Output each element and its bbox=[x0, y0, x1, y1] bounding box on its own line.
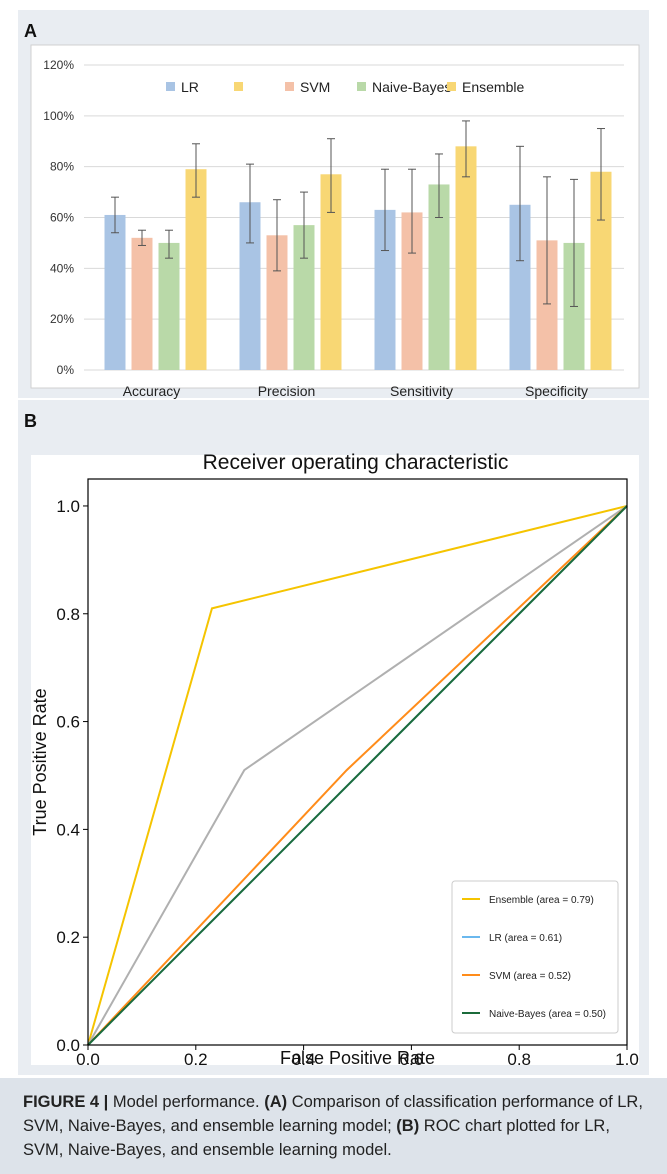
y-tick-label: 0.4 bbox=[56, 820, 80, 839]
bar bbox=[590, 171, 612, 370]
plot-frame bbox=[87, 478, 628, 1046]
y-tick-label: 0.0 bbox=[56, 1036, 80, 1055]
x-category-label: Accuracy bbox=[123, 383, 181, 399]
y-tick-label: 40% bbox=[50, 261, 74, 275]
bar bbox=[374, 209, 396, 370]
y-tick-label: 60% bbox=[50, 211, 74, 225]
x-category-label: Sensitivity bbox=[390, 383, 453, 399]
bar bbox=[293, 225, 315, 370]
bar-chart: A 0% 20% 40% 60% 80% 100% 120% Accuracy Precision… bbox=[18, 10, 649, 399]
x-tick-label: 1.0 bbox=[615, 1050, 639, 1069]
bar bbox=[158, 242, 180, 370]
figure-caption: FIGURE 4 | Model performance. (A) Compar… bbox=[0, 1078, 667, 1174]
legend-label: Naive-Bayes bbox=[372, 79, 451, 95]
panel-a-letter: A bbox=[24, 21, 37, 41]
legend-swatch bbox=[447, 82, 456, 91]
legend-swatch bbox=[166, 82, 175, 91]
bar bbox=[320, 174, 342, 370]
y-tick-label: 80% bbox=[50, 160, 74, 174]
bar bbox=[131, 237, 153, 370]
y-tick-label: 100% bbox=[43, 109, 74, 123]
bar bbox=[428, 184, 450, 370]
y-tick-label: 0.8 bbox=[56, 605, 80, 624]
x-tick-label: 0.0 bbox=[76, 1050, 100, 1069]
panel-b-letter: B bbox=[24, 411, 37, 431]
caption-text: FIGURE 4 | Model performance. (A) Compar… bbox=[23, 1090, 648, 1162]
x-tick-label: 0.4 bbox=[292, 1050, 316, 1069]
bar bbox=[266, 235, 288, 370]
panel-a: A 0% 20% 40% 60% 80% 100% 120% Accuracy Precision… bbox=[0, 0, 667, 400]
legend-box bbox=[451, 880, 619, 1034]
legend-label: SVM (area = 0.52) bbox=[489, 971, 571, 982]
legend-swatch bbox=[285, 82, 294, 91]
legend-label: LR bbox=[181, 79, 199, 95]
bar bbox=[185, 169, 207, 370]
caption-b-tag: (B) bbox=[396, 1117, 420, 1135]
x-category-label: Specificity bbox=[525, 383, 588, 399]
legend-label: Naive-Bayes (area = 0.50) bbox=[489, 1009, 606, 1020]
caption-part-1: Model performance. bbox=[108, 1093, 265, 1111]
legend-label: Ensemble (area = 0.79) bbox=[489, 895, 594, 906]
roc-curve bbox=[87, 505, 628, 1046]
legend-label: SVM bbox=[300, 79, 330, 95]
legend-swatch bbox=[357, 82, 366, 91]
bar bbox=[536, 240, 558, 370]
caption-part-2: Comparison of classification performance… bbox=[23, 1093, 643, 1135]
roc-chart: B Receiver operating characteristic 0.0 0.2… bbox=[18, 400, 649, 1075]
bar bbox=[401, 212, 423, 370]
x-category-label: Precision bbox=[258, 383, 316, 399]
y-tick-label: 1.0 bbox=[56, 497, 80, 516]
legend-label: LR (area = 0.61) bbox=[489, 933, 562, 944]
caption-part-3: ROC chart plotted for LR, SVM, Naive-Bay… bbox=[23, 1117, 610, 1159]
y-axis-label: True Positive Rate bbox=[30, 688, 50, 835]
chart-title: Receiver operating characteristic bbox=[203, 451, 509, 474]
panel-b: B Receiver operating characteristic 0.0 0.2… bbox=[0, 400, 667, 1080]
bar bbox=[239, 202, 261, 370]
roc-curve bbox=[87, 504, 628, 1046]
bar bbox=[104, 214, 126, 370]
y-tick-label: 0.2 bbox=[56, 928, 80, 947]
x-tick-label: 0.6 bbox=[400, 1050, 424, 1069]
caption-label: FIGURE 4 | bbox=[23, 1093, 109, 1111]
y-tick-label: 0% bbox=[57, 363, 75, 377]
y-tick-label: 0.6 bbox=[56, 713, 80, 732]
legend-swatch bbox=[234, 82, 243, 91]
bar bbox=[509, 204, 531, 370]
x-axis-label: False Positive Rate bbox=[280, 1048, 435, 1068]
x-tick-label: 0.8 bbox=[507, 1050, 531, 1069]
x-tick-label: 0.2 bbox=[184, 1050, 208, 1069]
y-tick-label: 120% bbox=[43, 58, 74, 72]
bar bbox=[455, 146, 477, 370]
legend-label: Ensemble bbox=[462, 79, 524, 95]
y-tick-label: 20% bbox=[50, 312, 74, 326]
roc-curve bbox=[87, 505, 628, 1046]
caption-a-tag: (A) bbox=[264, 1093, 288, 1111]
roc-curve bbox=[87, 505, 628, 1046]
